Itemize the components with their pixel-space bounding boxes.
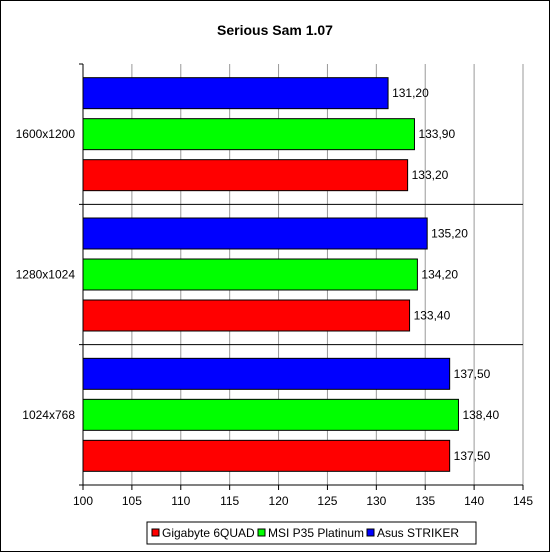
data-label: 138,40 [462, 408, 499, 422]
legend-swatch [366, 528, 375, 537]
bar [82, 299, 411, 332]
x-tick-label: 120 [269, 494, 289, 508]
data-label: 133,40 [414, 309, 451, 323]
axes-group: 1600x1200 1280x1024 1024x768 100 105 110 115 12… [16, 63, 533, 508]
bars-group: 131,20 133,90 133,20 135,20 134,20 133,40 137,… [82, 77, 499, 472]
legend-swatch [151, 528, 160, 537]
category-label: 1280x1024 [16, 268, 76, 282]
category-label: 1600x1200 [16, 127, 76, 141]
bar [82, 258, 418, 291]
x-tick-label: 140 [464, 494, 484, 508]
x-tick-label: 110 [171, 494, 190, 508]
x-tick-label: 100 [73, 494, 93, 508]
legend: Gigabyte 6QUAD MSI P35 Platinum Asus STRIK… [146, 521, 477, 545]
data-label: 135,20 [431, 227, 468, 241]
data-label: 133,90 [418, 127, 455, 141]
legend-label: Gigabyte 6QUAD [162, 526, 255, 540]
bar [82, 77, 389, 110]
data-label: 131,20 [392, 86, 429, 100]
bar [82, 357, 451, 390]
legend-box [146, 521, 477, 545]
x-tick-label: 105 [122, 494, 142, 508]
chart-title: Serious Sam 1.07 [217, 22, 333, 38]
x-tick-label: 115 [220, 494, 239, 508]
data-label: 134,20 [421, 268, 458, 282]
data-label: 137,50 [454, 367, 491, 381]
bar [82, 439, 451, 472]
x-tick-label: 130 [366, 494, 386, 508]
bar [82, 217, 428, 250]
x-tick-label: 135 [415, 494, 435, 508]
bar [82, 159, 409, 192]
category-label: 1024x768 [22, 408, 75, 422]
legend-label: Asus STRIKER [377, 526, 459, 540]
data-label: 137,50 [454, 449, 491, 463]
legend-label: MSI P35 Platinum [268, 526, 364, 540]
bar [82, 398, 459, 431]
data-label: 133,20 [412, 168, 449, 182]
x-tick-label: 125 [317, 494, 337, 508]
x-tick-label: 145 [513, 494, 533, 508]
bar [82, 118, 415, 151]
legend-swatch [257, 528, 266, 537]
